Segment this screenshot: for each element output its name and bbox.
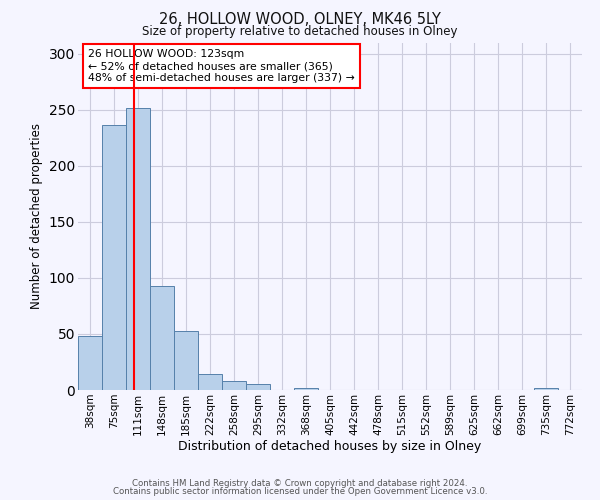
Bar bbox=[174, 330, 198, 390]
Bar bbox=[246, 384, 270, 390]
Bar bbox=[78, 336, 102, 390]
Bar bbox=[150, 286, 174, 390]
X-axis label: Distribution of detached houses by size in Olney: Distribution of detached houses by size … bbox=[178, 440, 482, 454]
Bar bbox=[294, 388, 318, 390]
Text: 26, HOLLOW WOOD, OLNEY, MK46 5LY: 26, HOLLOW WOOD, OLNEY, MK46 5LY bbox=[159, 12, 441, 28]
Bar bbox=[222, 381, 246, 390]
Text: Contains public sector information licensed under the Open Government Licence v3: Contains public sector information licen… bbox=[113, 487, 487, 496]
Text: Contains HM Land Registry data © Crown copyright and database right 2024.: Contains HM Land Registry data © Crown c… bbox=[132, 478, 468, 488]
Y-axis label: Number of detached properties: Number of detached properties bbox=[30, 123, 43, 309]
Bar bbox=[102, 126, 126, 390]
Bar bbox=[126, 108, 150, 390]
Text: Size of property relative to detached houses in Olney: Size of property relative to detached ho… bbox=[142, 25, 458, 38]
Bar bbox=[198, 374, 222, 390]
Bar bbox=[534, 388, 558, 390]
Text: 26 HOLLOW WOOD: 123sqm
← 52% of detached houses are smaller (365)
48% of semi-de: 26 HOLLOW WOOD: 123sqm ← 52% of detached… bbox=[88, 50, 355, 82]
